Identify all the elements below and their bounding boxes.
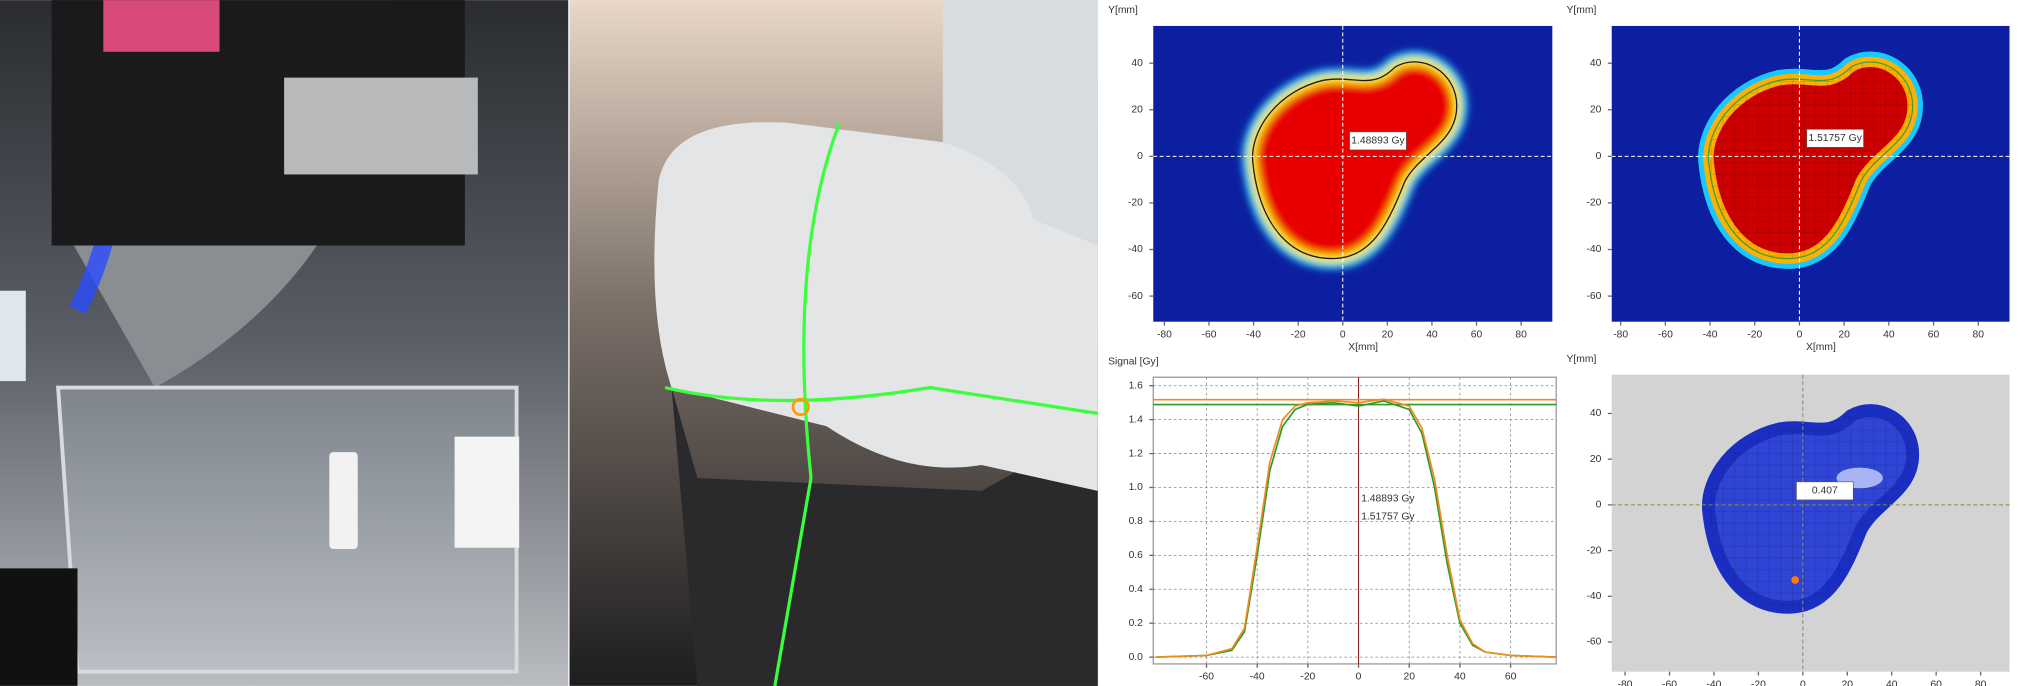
y-tick-label: 1.2 xyxy=(1129,448,1144,459)
x-tick-label: 60 xyxy=(1930,679,1942,686)
annotation: 1.48893 Gy xyxy=(1351,136,1405,147)
y-tick-label: 0.2 xyxy=(1129,618,1144,629)
annotation-box xyxy=(1796,481,1854,501)
x-tick-label: -20 xyxy=(1747,329,1762,340)
y-tick-label: 40 xyxy=(1590,408,1602,419)
y-tick-label: 1.6 xyxy=(1129,380,1144,391)
y-tick-label: -60 xyxy=(1586,291,1601,302)
y-tick-label: 0 xyxy=(1596,151,1602,162)
x-tick-label: -40 xyxy=(1703,329,1718,340)
x-tick-label: 20 xyxy=(1838,329,1850,340)
line-plot-frame xyxy=(1152,376,1557,665)
x-tick-label: 40 xyxy=(1886,679,1898,686)
y-tick-label: 0.4 xyxy=(1129,584,1144,595)
x-tick-label: -20 xyxy=(1300,672,1315,683)
y-tick-label: 40 xyxy=(1590,58,1602,69)
y-axis-label: Y[mm] xyxy=(1567,354,1597,365)
x-tick-label: -40 xyxy=(1250,672,1265,683)
heatmap-1 xyxy=(1153,25,1553,322)
y-tick-label: 0 xyxy=(1596,500,1602,511)
y-tick-label: -20 xyxy=(1586,545,1601,556)
x-tick-label: 0 xyxy=(1340,329,1346,340)
x-tick-label: -20 xyxy=(1291,329,1306,340)
y-axis-label: Y[mm] xyxy=(1108,5,1138,16)
photo-phantom xyxy=(569,0,1098,686)
y-tick-label: 40 xyxy=(1131,58,1143,69)
x-tick-label: -20 xyxy=(1751,679,1766,686)
x-axis-label: X[mm] xyxy=(1348,342,1378,353)
x-tick-label: -80 xyxy=(1613,329,1628,340)
x-tick-label: -60 xyxy=(1199,672,1214,683)
y-tick-label: 20 xyxy=(1131,105,1143,116)
x-tick-label: 60 xyxy=(1505,672,1517,683)
x-tick-label: 40 xyxy=(1454,672,1466,683)
x-axis-label: X[mm] xyxy=(1806,342,1836,353)
x-tick-label: 0 xyxy=(1800,679,1806,686)
x-tick-label: 20 xyxy=(1403,672,1415,683)
x-tick-label: -60 xyxy=(1658,329,1673,340)
x-tick-label: 20 xyxy=(1842,679,1854,686)
x-tick-label: -80 xyxy=(1618,679,1633,686)
x-tick-label: 80 xyxy=(1515,329,1527,340)
x-tick-label: 0 xyxy=(1356,672,1362,683)
y-axis-label: Y[mm] xyxy=(1567,5,1597,16)
y-tick-label: -60 xyxy=(1586,637,1601,648)
annotation: 0.407 xyxy=(1812,486,1838,497)
y-tick-label: 20 xyxy=(1590,105,1602,116)
y-tick-label: -40 xyxy=(1128,244,1143,255)
x-tick-label: 60 xyxy=(1928,329,1940,340)
x-tick-label: 40 xyxy=(1426,329,1438,340)
x-tick-label: -80 xyxy=(1157,329,1172,340)
x-tick-label: -60 xyxy=(1662,679,1677,686)
annotation-box xyxy=(1349,131,1407,151)
annotation-box xyxy=(1806,128,1864,148)
y-tick-label: 20 xyxy=(1590,454,1602,465)
x-tick-label: -40 xyxy=(1706,679,1721,686)
gamma-map xyxy=(1611,374,2010,672)
y-tick-label: 0.0 xyxy=(1129,652,1144,663)
annotation: 1.51757 Gy xyxy=(1808,133,1862,144)
x-tick-label: 80 xyxy=(1972,329,1984,340)
x-tick-label: -60 xyxy=(1202,329,1217,340)
x-tick-label: 40 xyxy=(1883,329,1895,340)
y-tick-label: 1.4 xyxy=(1129,414,1144,425)
x-tick-label: 20 xyxy=(1382,329,1394,340)
x-tick-label: 0 xyxy=(1797,329,1803,340)
legend-label: 1.51757 Gy xyxy=(1361,511,1415,522)
photo-gantry xyxy=(0,0,569,686)
y-tick-label: 1.0 xyxy=(1129,482,1144,493)
heatmap-2 xyxy=(1611,25,2010,322)
x-tick-label: 80 xyxy=(1975,679,1987,686)
legend-label: 1.48893 Gy xyxy=(1361,493,1415,504)
y-tick-label: -40 xyxy=(1586,244,1601,255)
series-line xyxy=(1155,398,1557,658)
y-tick-label: 0 xyxy=(1137,151,1143,162)
x-tick-label: -40 xyxy=(1246,329,1261,340)
y-tick-label: -40 xyxy=(1586,591,1601,602)
y-tick-label: 0.8 xyxy=(1129,516,1144,527)
y-tick-label: -20 xyxy=(1128,198,1143,209)
y-tick-label: 0.6 xyxy=(1129,550,1144,561)
y-axis-label: Signal [Gy] xyxy=(1108,356,1159,367)
y-tick-label: -20 xyxy=(1586,198,1601,209)
x-tick-label: 60 xyxy=(1471,329,1483,340)
y-tick-label: -60 xyxy=(1128,291,1143,302)
